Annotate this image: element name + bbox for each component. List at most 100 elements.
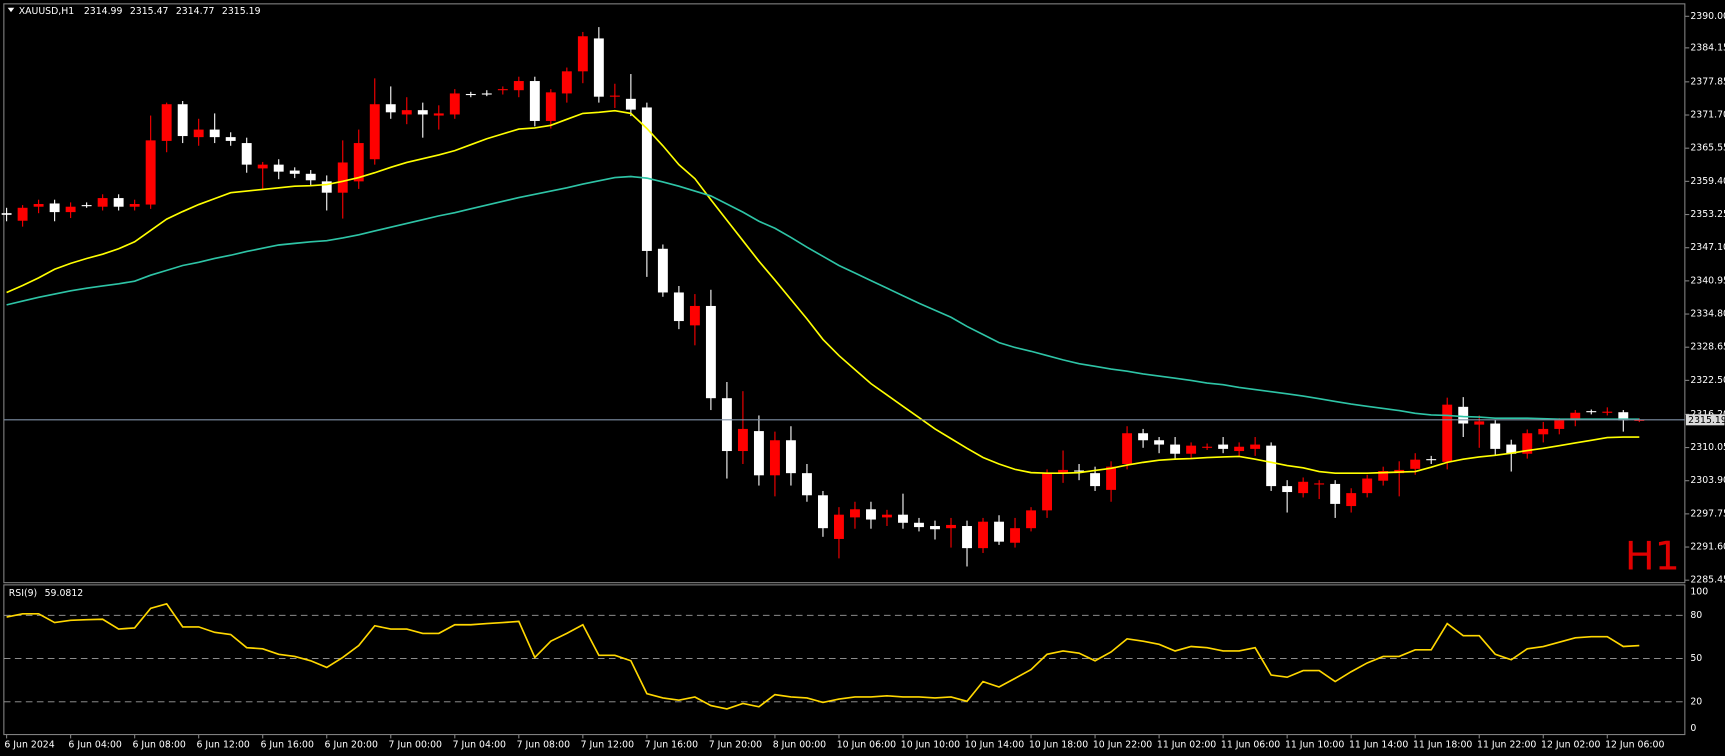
x-tick-label: 8 Jun 00:00 [773,739,826,750]
line-layer [6,109,1640,710]
x-tick-label: 11 Jun 10:00 [1285,739,1344,750]
candle-body [161,104,172,141]
candle-body [625,98,636,110]
x-tick-label: 11 Jun 06:00 [1221,739,1280,750]
y-tick-label: 2347.10 [1690,242,1725,253]
rsi-current: 59.0812 [45,588,84,599]
x-tick-label: 6 Jun 2024 [4,739,54,750]
candle-body [1330,483,1341,504]
candle-body [1186,445,1197,454]
y-tick-label: 0 [1690,723,1696,734]
y-tick-label: 80 [1690,610,1702,621]
candle-body [385,104,396,113]
candle-body [97,198,108,207]
y-tick-label: 2359.40 [1690,176,1725,187]
x-tick-label: 12 Jun 06:00 [1605,739,1664,750]
y-tick-label: 50 [1690,653,1702,664]
candle-body [1410,459,1421,469]
candle-body [65,206,76,213]
candle-body [1218,444,1229,449]
candle-body [561,71,572,94]
x-tick-label: 11 Jun 22:00 [1477,739,1536,750]
x-tick-label: 6 Jun 16:00 [261,739,314,750]
current-price-label: 2315.19 [1688,415,1725,426]
axis-layer: 2390.00 2384.15 2377.85 2371.70 2365.55 2359.… [3,11,1725,750]
candle-body [1122,433,1133,464]
candle-body [225,137,236,141]
x-tick-label: 6 Jun 04:00 [68,739,121,750]
chart-header: XAUUSD,H1 2314.99 2315.47 2314.77 2315.1… [19,6,261,17]
candle-body [1170,444,1181,454]
candle-body [1474,421,1485,425]
candle-body [337,162,348,193]
candle-body [1058,469,1069,474]
candle-body [49,203,60,213]
candle-body [930,526,940,530]
candle-body [593,38,604,97]
x-tick-label: 10 Jun 22:00 [1093,739,1152,750]
candle-body [817,495,828,529]
candle-body [1570,412,1581,421]
y-tick-label: 2365.55 [1690,143,1725,154]
x-tick-label: 7 Jun 08:00 [517,739,570,750]
candle-body [737,428,748,452]
x-tick-label: 10 Jun 18:00 [1029,739,1088,750]
rsi-header: RSI(9) 59.0812 [9,588,83,599]
header-close: 2315.19 [222,6,261,17]
candle-body [1074,470,1085,472]
header-open: 2314.99 [84,6,123,17]
candle-body [850,509,860,518]
y-tick-label: 2371.70 [1690,110,1725,121]
candle-body [1522,433,1533,454]
y-tick-label: 2384.15 [1690,42,1725,53]
moving-average-line [6,109,1640,474]
candle-body [1490,423,1501,449]
y-tick-label: 20 [1690,696,1702,707]
x-tick-label: 12 Jun 02:00 [1541,739,1600,750]
candle-body [369,104,380,160]
candle-body [657,248,668,293]
candle-body [1106,466,1117,490]
candle-body [529,81,540,121]
moving-average-line [6,175,1640,421]
main-panel-frame [3,3,1686,584]
candle-body [177,104,188,137]
candle-body [609,95,620,97]
candle-body [1298,481,1309,494]
indicator-line [6,602,1640,710]
candle-body [401,110,412,115]
candle-body [433,113,444,116]
candle-body [1346,493,1357,507]
x-tick-label: 10 Jun 10:00 [901,739,960,750]
candle-body [113,198,124,207]
x-tick-label: 10 Jun 06:00 [837,739,896,750]
candle-body [785,440,796,474]
x-tick-label: 6 Jun 20:00 [325,739,378,750]
candle-body [449,93,460,115]
y-tick-label: 2328.65 [1690,342,1725,353]
candle-body [1506,444,1517,454]
candle-body [866,509,876,520]
candle-body [1442,404,1453,462]
menu-arrow [7,7,15,13]
candle-body [1010,528,1020,543]
header-low: 2314.77 [176,6,215,17]
candle-body [1154,440,1165,445]
candle-body [273,164,284,172]
candle-body [882,514,892,518]
candle-body [689,305,700,326]
y-tick-label: 2297.75 [1690,508,1725,519]
candle-body [1602,411,1613,413]
candle-body [1026,510,1036,529]
candle-body [353,143,364,182]
candle-layer [1,27,1645,567]
candle-body [1314,483,1325,485]
candle-body [673,292,684,322]
y-tick-label: 2291.60 [1690,542,1725,553]
x-tick-label: 11 Jun 02:00 [1157,739,1216,750]
y-tick-label: 100 [1690,587,1708,598]
y-tick-label: 2334.80 [1690,309,1725,320]
x-tick-label: 7 Jun 12:00 [581,739,634,750]
candle-body [1618,412,1629,421]
candle-body [305,173,316,181]
